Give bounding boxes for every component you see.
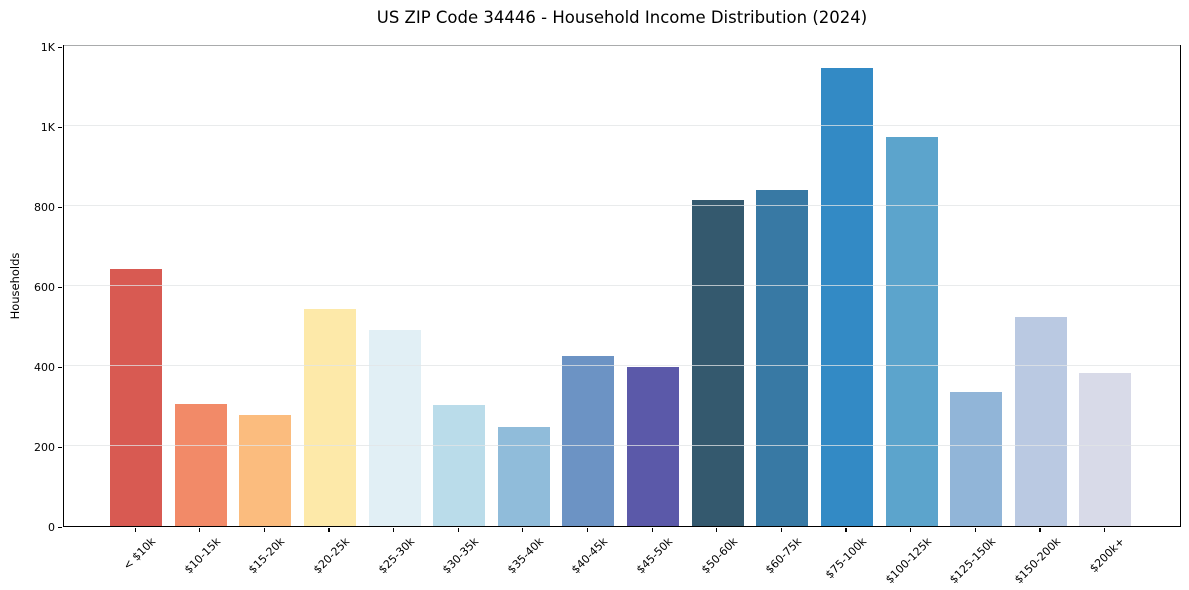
bar-$75-100k: [820, 67, 873, 526]
bar-< $10k: [110, 269, 162, 526]
x-tick-mark: [716, 528, 718, 532]
bar-$50-60k: [691, 200, 744, 526]
y-tick-mark: [58, 286, 62, 288]
x-tick-mark: [974, 528, 976, 532]
gridline-y-1200: [64, 45, 1180, 46]
bar-$100-125k: [885, 136, 938, 526]
bar-$15-20k: [239, 414, 292, 526]
x-tick-mark: [910, 528, 912, 532]
bar-$10-15k: [174, 403, 227, 526]
x-tick-mark: [586, 528, 589, 532]
gridline-y-200: [64, 445, 1180, 446]
x-tick-mark: [328, 528, 330, 532]
bar-$125-150k: [950, 392, 1003, 526]
y-tick-label: 400: [34, 360, 55, 374]
chart-title: US ZIP Code 34446 - Household Income Dis…: [376, 8, 868, 27]
x-tick-mark: [651, 528, 653, 532]
y-tick-mark: [58, 526, 62, 528]
y-tick-label: 200: [34, 440, 55, 454]
plot-area: [63, 45, 1181, 527]
gridline-y-400: [64, 365, 1180, 366]
x-tick-mark: [1039, 528, 1041, 532]
x-tick-label: < $10k: [120, 535, 159, 573]
bar-$200k+: [1079, 372, 1132, 526]
bar-$40-45k: [562, 356, 615, 526]
y-tick-label: 600: [34, 280, 55, 294]
bar-$25-30k: [368, 330, 421, 526]
y-tick-mark: [58, 446, 62, 448]
x-tick-mark: [263, 528, 265, 532]
bar-$150-200k: [1014, 317, 1067, 526]
x-tick-mark: [457, 528, 459, 532]
bar-$45-50k: [627, 366, 680, 526]
bar-$20-25k: [303, 308, 356, 526]
x-tick-mark: [134, 528, 136, 532]
x-tick-mark: [1103, 528, 1106, 532]
x-tick-mark: [780, 528, 782, 532]
y-tick-label: 0: [48, 520, 55, 534]
x-tick-mark: [522, 528, 524, 532]
gridline-y-800: [64, 205, 1180, 206]
y-tick-mark: [58, 126, 62, 128]
x-tick-mark: [199, 528, 201, 532]
y-tick-label: 1K: [40, 120, 55, 134]
y-tick-mark: [58, 366, 62, 368]
y-tick-mark: [58, 206, 62, 208]
gridline-y-1000: [64, 125, 1180, 126]
y-tick-label: 1K: [40, 40, 55, 54]
bar-$60-75k: [756, 189, 809, 526]
bar-$35-40k: [497, 426, 550, 526]
x-tick-mark: [393, 528, 395, 532]
gridline-y-600: [64, 285, 1180, 286]
bar-$30-35k: [433, 404, 486, 526]
y-tick-mark: [58, 46, 62, 48]
y-tick-label: 800: [34, 200, 55, 214]
x-tick-mark: [845, 528, 847, 532]
